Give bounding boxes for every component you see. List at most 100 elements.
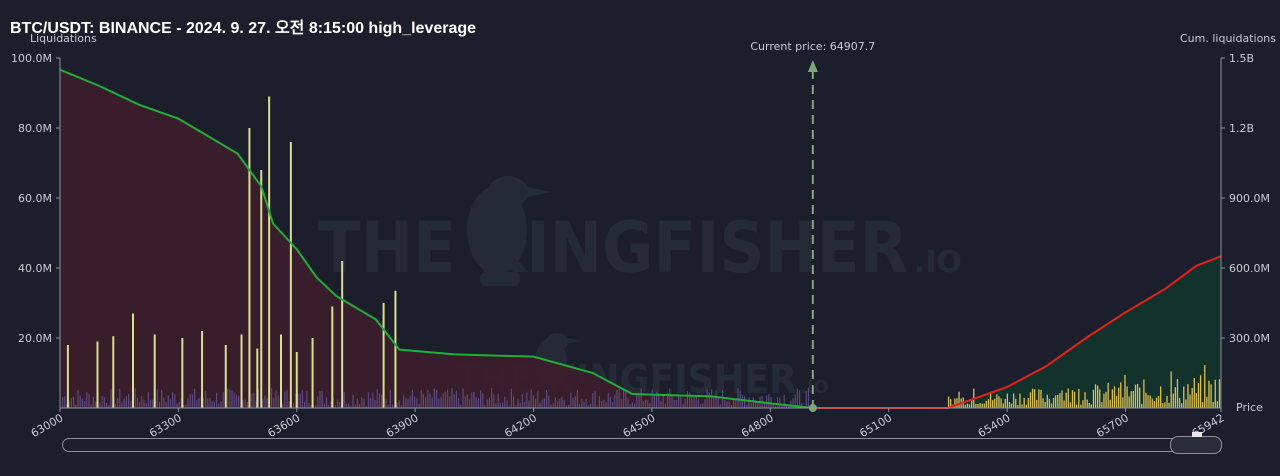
- minor-long-bar: [642, 401, 644, 408]
- left-tick-label: 100.0M: [11, 52, 52, 65]
- minor-long-bar: [726, 401, 728, 408]
- short-liquidation-bar: [998, 396, 1000, 408]
- minor-long-bar: [407, 399, 409, 408]
- minor-long-bar: [409, 396, 411, 408]
- short-liquidation-bar: [1132, 391, 1135, 408]
- short-liquidation-bar: [958, 391, 960, 408]
- short-liquidation-bar: [1021, 404, 1023, 408]
- range-scrollbar-thumb[interactable]: [1170, 436, 1222, 454]
- short-liquidation-bar: [954, 398, 956, 408]
- short-liquidation-bar: [1218, 379, 1221, 408]
- minor-long-bar: [420, 389, 422, 408]
- right-tick-label: 600.0M: [1229, 262, 1270, 275]
- minor-long-bar: [689, 392, 691, 408]
- left-tick-label: 80.0M: [18, 122, 52, 135]
- minor-long-bar: [451, 388, 453, 408]
- minor-long-bar: [306, 391, 308, 408]
- short-liquidation-bar: [1151, 398, 1153, 408]
- short-liquidation-bar: [1174, 387, 1177, 408]
- minor-long-bar: [484, 405, 486, 408]
- minor-long-bar: [495, 403, 497, 408]
- short-liquidation-bar: [1199, 375, 1202, 408]
- minor-long-bar: [323, 403, 325, 408]
- minor-long-bar: [257, 388, 259, 408]
- minor-long-bar: [68, 401, 70, 408]
- minor-long-bar: [693, 396, 695, 408]
- minor-long-bar: [627, 398, 629, 408]
- short-liquidation-bar: [950, 399, 952, 408]
- watermark-small-suffix: .IO: [800, 377, 829, 398]
- long-liquidation-bar: [295, 352, 298, 408]
- minor-long-bar: [561, 396, 563, 408]
- minor-long-bar: [510, 388, 512, 408]
- range-scrollbar[interactable]: [62, 438, 1222, 452]
- minor-long-bar: [473, 391, 475, 408]
- short-liquidation-bar: [987, 398, 990, 408]
- long-liquidation-bar: [279, 334, 282, 408]
- minor-long-bar: [486, 399, 488, 408]
- minor-long-bar: [238, 396, 240, 408]
- minor-long-bar: [449, 396, 451, 408]
- minor-long-bar: [438, 398, 440, 408]
- x-tick-label: 65700: [1094, 411, 1131, 440]
- short-liquidation-bar: [1008, 401, 1011, 408]
- minor-long-bar: [546, 389, 548, 408]
- minor-long-bar: [541, 399, 543, 408]
- minor-long-bar: [431, 397, 433, 408]
- minor-long-bar: [183, 404, 185, 408]
- short-liquidation-bar: [992, 400, 994, 408]
- minor-long-bar: [587, 405, 589, 408]
- short-liquidation-bar: [1214, 379, 1216, 408]
- minor-long-bar: [356, 398, 358, 408]
- short-liquidation-bar: [1002, 403, 1004, 408]
- x-tick-label: 64500: [621, 411, 658, 440]
- minor-long-bar: [772, 404, 774, 408]
- x-axis-title: Price: [1236, 401, 1263, 414]
- short-liquidation-bar: [1040, 389, 1042, 408]
- minor-long-bar: [647, 400, 649, 408]
- minor-long-bar: [152, 399, 154, 408]
- minor-long-bar: [634, 403, 636, 408]
- minor-long-bar: [645, 399, 647, 408]
- scrollbar-grip-icon[interactable]: [1192, 432, 1202, 437]
- minor-long-bar: [480, 390, 482, 408]
- minor-long-bar: [519, 402, 521, 408]
- minor-long-bar: [684, 398, 686, 408]
- short-liquidation-bar: [1139, 387, 1141, 408]
- short-liquidation-bar: [1017, 404, 1019, 408]
- minor-long-bar: [282, 403, 284, 408]
- short-liquidation-bar: [1107, 382, 1109, 408]
- minor-long-bar: [433, 388, 435, 408]
- minor-long-bar: [156, 389, 158, 408]
- minor-long-bar: [220, 401, 222, 408]
- minor-long-bar: [708, 392, 710, 408]
- long-liquidation-bar: [248, 128, 251, 408]
- minor-long-bar: [576, 389, 578, 408]
- minor-long-bar: [799, 390, 801, 408]
- current-price-label: Current price: 64907.7: [750, 40, 875, 53]
- minor-long-bar: [174, 394, 176, 408]
- minor-long-bar: [513, 396, 515, 408]
- minor-long-bar: [783, 394, 785, 408]
- minor-long-bar: [216, 392, 218, 408]
- minor-long-bar: [471, 392, 473, 408]
- short-liquidation-bar: [1126, 386, 1128, 408]
- short-liquidation-bar: [1109, 399, 1111, 408]
- short-liquidation-bar: [1090, 404, 1093, 408]
- short-liquidation-bar: [1006, 393, 1009, 408]
- short-liquidation-bar: [1015, 398, 1017, 408]
- minor-long-bar: [376, 389, 378, 408]
- minor-long-bar: [497, 393, 499, 408]
- minor-long-bar: [275, 390, 277, 408]
- short-liquidation-bar: [1181, 403, 1183, 408]
- short-liquidation-bar: [1160, 386, 1162, 408]
- minor-long-bar: [242, 400, 244, 408]
- long-liquidation-bar: [394, 290, 397, 408]
- short-liquidation-bar: [994, 398, 996, 408]
- short-liquidation-bar: [1118, 387, 1120, 408]
- short-liquidation-bar: [1153, 401, 1156, 408]
- short-liquidation-bar: [1120, 382, 1122, 408]
- minor-long-bar: [106, 402, 108, 408]
- short-liquidation-bar: [1013, 393, 1015, 408]
- short-liquidation-bar: [1216, 401, 1219, 408]
